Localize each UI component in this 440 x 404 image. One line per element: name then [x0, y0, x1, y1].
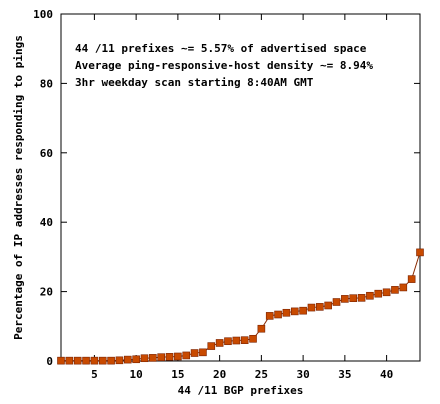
- data-point: [391, 286, 399, 294]
- data-point: [98, 356, 107, 365]
- data-point: [82, 356, 90, 365]
- data-point: [123, 355, 132, 364]
- data-point: [207, 342, 216, 350]
- data-point: [140, 354, 149, 363]
- x-tick-label: 40: [380, 368, 393, 381]
- data-point: [349, 294, 358, 302]
- y-tick-label: 100: [33, 8, 53, 21]
- data-point: [190, 349, 199, 357]
- data-point: [90, 356, 99, 365]
- x-tick-label: 15: [171, 368, 184, 381]
- data-point: [115, 356, 124, 365]
- data-point: [107, 356, 115, 365]
- data-point: [316, 303, 324, 311]
- plot-frame: [60, 13, 421, 362]
- annotation-line: Average ping-responsive-host density ~= …: [75, 59, 373, 72]
- data-point: [341, 295, 349, 303]
- data-point: [224, 337, 232, 346]
- data-point: [265, 312, 274, 320]
- data-point: [249, 334, 257, 343]
- data-point: [332, 298, 341, 306]
- x-tick-label: 20: [213, 368, 226, 381]
- data-point: [407, 275, 416, 283]
- data-point: [73, 356, 82, 365]
- data-point: [374, 289, 383, 298]
- data-point: [257, 324, 266, 333]
- x-tick-label: 35: [338, 368, 351, 381]
- data-point: [174, 352, 182, 361]
- data-point: [399, 283, 408, 292]
- y-axis-title: Percentage of IP addresses responding to…: [12, 35, 25, 340]
- data-point: [416, 248, 424, 257]
- series-line: [61, 252, 421, 362]
- data-point: [199, 348, 207, 357]
- data-point: [240, 336, 249, 344]
- data-point: [149, 354, 157, 362]
- y-tick-label: 0: [46, 355, 53, 368]
- annotation-line: 3hr weekday scan starting 8:40AM GMT: [75, 76, 314, 89]
- data-point: [274, 310, 282, 319]
- x-tick-label: 25: [255, 368, 268, 381]
- annotation-line: 44 /11 prefixes ~= 5.57% of advertised s…: [75, 42, 367, 55]
- data-point: [232, 336, 241, 345]
- data-point: [307, 303, 316, 312]
- data-point: [57, 356, 65, 365]
- y-tick-label: 60: [40, 147, 53, 160]
- y-tick-label: 40: [40, 216, 53, 229]
- data-point: [282, 308, 291, 317]
- data-point: [182, 351, 191, 360]
- data-point: [366, 291, 374, 300]
- data-point: [290, 307, 299, 316]
- data-point: [324, 301, 332, 310]
- data-point: [299, 306, 307, 315]
- data-point: [132, 355, 140, 364]
- x-tick-label: 10: [130, 368, 143, 381]
- x-tick-label: 30: [296, 368, 309, 381]
- data-point: [165, 353, 174, 361]
- data-point: [65, 356, 74, 365]
- y-tick-label: 20: [40, 286, 53, 299]
- y-tick-label: 80: [40, 77, 53, 90]
- data-point: [382, 288, 391, 297]
- data-point: [215, 339, 224, 347]
- x-tick-label: 5: [91, 368, 98, 381]
- x-axis-title: 44 /11 BGP prefixes: [178, 384, 304, 397]
- data-point: [157, 353, 165, 361]
- data-point: [357, 294, 366, 302]
